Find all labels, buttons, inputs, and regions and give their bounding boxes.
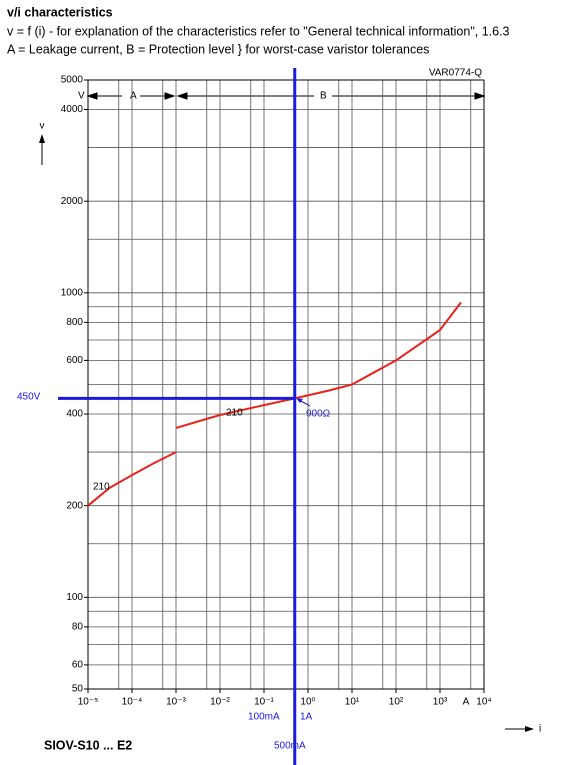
y-tick-label: 200: [66, 500, 83, 511]
x-tick-label: 10¹: [345, 697, 360, 708]
region-label: A: [130, 91, 137, 102]
x-tick-label: 10⁻⁴: [122, 697, 143, 708]
y-tick-label: 800: [66, 317, 83, 328]
y-tick-label: 5000: [61, 75, 84, 86]
region-label: B: [320, 91, 327, 102]
marker-y-label: 450V: [17, 392, 41, 403]
marker-x-label: 500mA: [274, 741, 306, 752]
y-tick-label: 80: [72, 621, 84, 632]
x-tick-label: 10⁻³: [166, 697, 186, 708]
x-tick-label: 10⁻⁵: [78, 697, 99, 708]
x-tick-label: 10⁰: [300, 697, 315, 708]
footer: SIOV-S10 ... E2: [44, 738, 132, 752]
x-tick-label: 10⁻¹: [254, 697, 274, 708]
y-tick-label: 600: [66, 355, 83, 366]
x-tick-label: 10⁻²: [210, 697, 230, 708]
x-annotation: 1A: [300, 712, 313, 723]
x-unit: A: [463, 697, 470, 708]
x-tick-label: 10⁴: [476, 697, 491, 708]
note: A = Leakage current, B = Protection leve…: [7, 42, 429, 56]
x-annotation: 100mA: [248, 712, 280, 723]
series-label: 210: [93, 482, 110, 493]
x-arrow: [505, 726, 534, 732]
x-tick-label: 10³: [433, 697, 448, 708]
y-tick-label: 1000: [61, 287, 84, 298]
heading: v/i characteristics: [7, 5, 113, 19]
y-unit: V: [78, 91, 85, 102]
series-label: 210: [226, 408, 243, 419]
code: VAR0774-Q: [429, 68, 482, 79]
y-tick-label: 4000: [61, 104, 84, 115]
y-tick-label: 2000: [61, 196, 84, 207]
y-tick-label: 50: [72, 684, 84, 695]
y-label: v: [40, 121, 45, 132]
x-tick-label: 10²: [389, 697, 404, 708]
y-tick-label: 60: [72, 660, 84, 671]
y-tick-label: 400: [66, 409, 83, 420]
series-line: [87, 301, 462, 507]
y-tick-label: 100: [66, 592, 83, 603]
note: v = f (i) - for explanation of the chara…: [7, 24, 510, 38]
region-arrows: [86, 92, 486, 100]
x-label: i: [539, 724, 541, 735]
y-arrow: [39, 134, 45, 165]
plot-frame: [87, 79, 485, 690]
